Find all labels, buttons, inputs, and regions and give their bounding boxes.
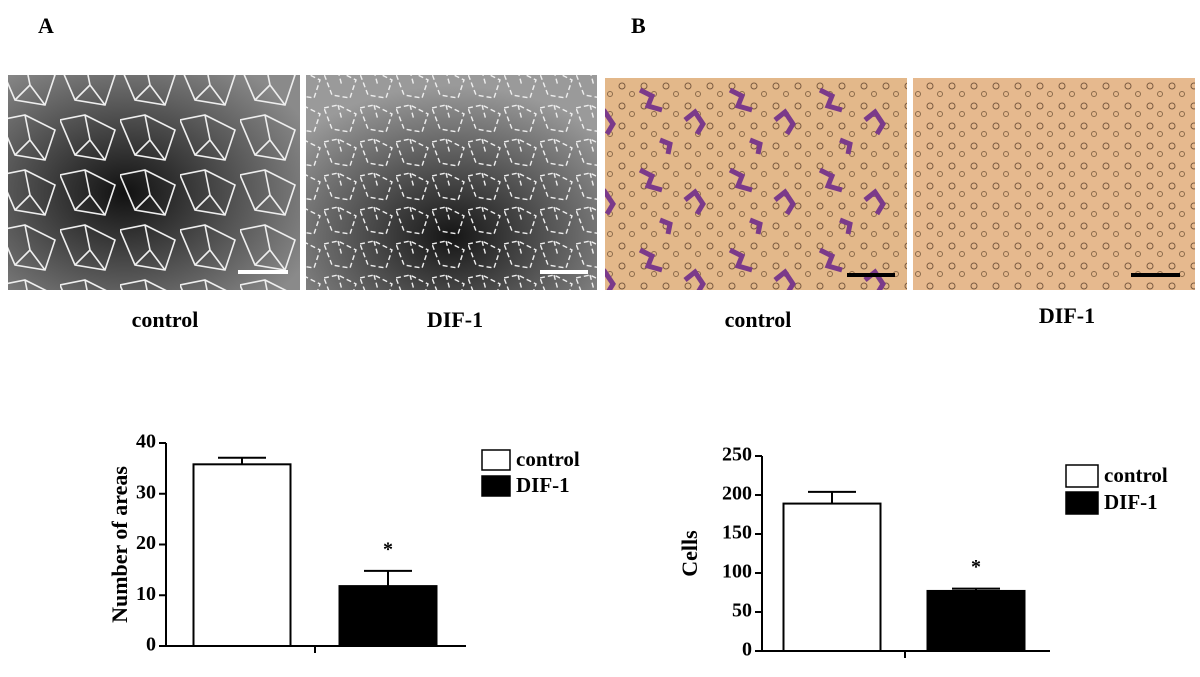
legend-label: control [1104,463,1168,487]
bar [338,585,438,647]
legend-swatch [481,449,511,471]
y-tick-label: 50 [732,600,752,622]
micrograph-texture [306,75,597,290]
micrograph-texture [8,75,300,290]
y-tick-label: 0 [146,634,156,656]
y-tick-label: 0 [742,639,752,661]
y-axis-label: Number of areas [107,466,132,623]
image-caption: DIF-1 [1039,303,1095,328]
y-tick-label: 10 [136,583,156,605]
legend-label: control [516,447,580,471]
y-tick-label: 200 [722,483,752,505]
annotation: * [383,538,393,560]
legend-swatch [481,475,511,497]
legend-swatch [1065,491,1099,515]
y-tick-label: 250 [722,444,752,466]
image-caption: control [725,307,792,332]
panel-label: B [631,13,646,38]
image-caption: control [132,307,199,332]
y-axis-label: Cells [677,530,702,577]
legend-label: DIF-1 [1104,490,1158,514]
legend-label: DIF-1 [516,473,570,497]
bar [926,589,1026,653]
bar [192,463,292,647]
y-tick-label: 100 [722,561,752,583]
bar [782,502,882,652]
panel-label: A [38,13,54,38]
y-tick-label: 20 [136,532,156,554]
image-caption: DIF-1 [427,307,483,332]
micrograph-texture [913,78,1195,290]
y-tick-label: 150 [722,522,752,544]
y-tick-label: 40 [136,431,156,453]
legend-swatch [1065,464,1099,488]
micrograph-texture [605,78,907,290]
annotation: * [971,556,981,578]
y-tick-label: 30 [136,481,156,503]
